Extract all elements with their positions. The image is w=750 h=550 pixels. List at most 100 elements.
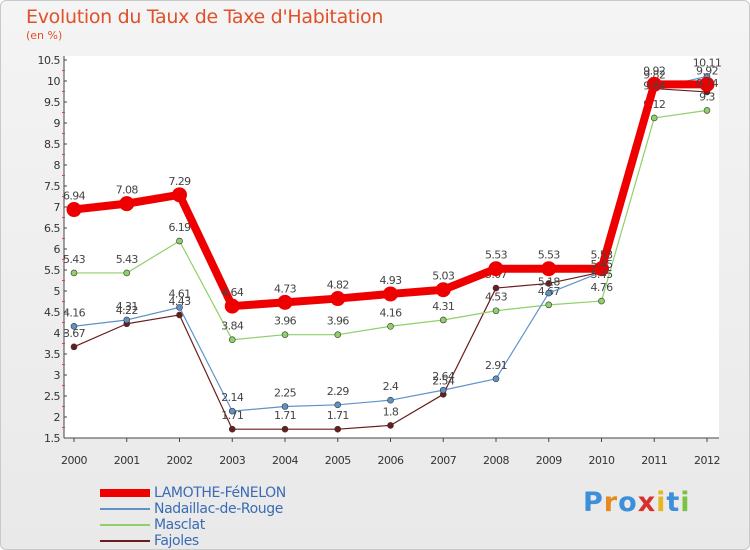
- data-label: 5.18: [538, 275, 561, 288]
- data-label: 7.29: [168, 175, 191, 188]
- data-label: 1.71: [327, 409, 349, 422]
- data-label: 4.73: [274, 282, 297, 295]
- data-point: [650, 114, 658, 122]
- data-label: 4.64: [221, 286, 244, 299]
- data-label: 5.53: [485, 249, 508, 262]
- data-point: [699, 76, 715, 92]
- data-label: 4.93: [379, 274, 402, 287]
- data-point: [488, 261, 504, 277]
- data-point: [228, 407, 236, 415]
- data-label: 2.64: [432, 370, 455, 383]
- data-label: 4.31: [432, 300, 454, 313]
- data-label: 6.94: [63, 190, 86, 203]
- data-label: 3.96: [274, 315, 297, 328]
- data-point: [224, 298, 240, 314]
- logo-letter: r: [603, 487, 619, 518]
- y-tick-label: 3: [54, 369, 61, 382]
- data-label: 4.16: [63, 306, 86, 319]
- x-tick-label: 2005: [325, 454, 351, 467]
- data-label: 1.71: [221, 409, 243, 422]
- y-tick-label: 8: [54, 159, 61, 172]
- y-tick-label: 4.5: [44, 306, 60, 319]
- data-point: [123, 316, 131, 324]
- data-point: [439, 386, 447, 394]
- y-tick-label: 9: [54, 117, 61, 130]
- data-point: [541, 261, 557, 277]
- data-point: [281, 425, 289, 433]
- data-point: [330, 291, 346, 307]
- data-label: 10.11: [693, 56, 722, 69]
- y-tick-label: 10: [47, 75, 60, 88]
- y-tick-label: 6.5: [44, 222, 60, 235]
- data-label: 9.84: [643, 80, 666, 93]
- x-tick-label: 2004: [272, 454, 298, 467]
- data-label: 5.53: [590, 249, 613, 262]
- data-point: [492, 284, 500, 292]
- data-point: [435, 282, 451, 298]
- logo-letter: i: [656, 487, 667, 518]
- data-label: 2.4: [383, 380, 399, 393]
- data-label: 3.84: [221, 320, 244, 333]
- y-tick-label: 3.5: [44, 348, 60, 361]
- data-point: [70, 322, 78, 330]
- data-point: [387, 422, 394, 429]
- data-point: [492, 375, 500, 383]
- y-tick-label: 7: [54, 201, 61, 214]
- data-point: [545, 289, 553, 297]
- legend-label: LAMOTHE-FéNELON: [154, 485, 286, 501]
- data-label: 2.14: [221, 391, 244, 404]
- legend-item: Nadaillac-de-Rouge: [100, 501, 286, 517]
- data-point: [334, 425, 342, 433]
- x-tick-label: 2001: [114, 454, 140, 467]
- x-tick-label: 2007: [430, 454, 456, 467]
- data-label: 9.82: [643, 69, 665, 82]
- data-label: 7.08: [116, 184, 139, 197]
- legend-item: Masclat: [100, 517, 286, 533]
- data-label: 4.22: [116, 304, 138, 317]
- data-label: 9.92: [643, 64, 665, 77]
- data-point: [70, 269, 78, 277]
- legend-label: Nadaillac-de-Rouge: [154, 501, 283, 517]
- data-label: 4.61: [168, 287, 190, 300]
- data-label: 4.16: [379, 306, 402, 319]
- logo-letter: P: [583, 487, 604, 518]
- y-tick-label: 9.5: [44, 96, 60, 109]
- data-point: [123, 269, 131, 277]
- data-label: 2.25: [274, 387, 297, 400]
- data-label: 5.45: [590, 258, 613, 271]
- logo-letter: o: [618, 487, 638, 518]
- legend-swatch: [100, 489, 150, 497]
- x-tick-label: 2003: [219, 454, 245, 467]
- data-point: [598, 297, 605, 305]
- y-tick-label: 5: [54, 285, 61, 298]
- data-label: 2.29: [327, 385, 350, 398]
- data-point: [277, 294, 293, 310]
- y-tick-label: 8.5: [44, 138, 60, 151]
- legend-item: LAMOTHE-FéNELON: [100, 485, 286, 501]
- legend: LAMOTHE-FéNELON Nadaillac-de-Rouge Masclat…: [100, 485, 286, 549]
- legend-item: Fajoles: [100, 533, 286, 549]
- data-label: 5.45: [590, 268, 613, 281]
- legend-label: Fajoles: [154, 533, 199, 549]
- data-label: 1.8: [383, 405, 399, 418]
- y-tick-label: 6: [54, 243, 61, 256]
- y-tick-label: 4: [54, 327, 61, 340]
- legend-swatch: [100, 508, 150, 510]
- x-tick-label: 2006: [378, 454, 404, 467]
- proxiti-logo: Proxiti: [583, 487, 691, 518]
- data-label: 5.43: [116, 253, 139, 266]
- y-tick-label: 7.5: [44, 180, 60, 193]
- x-tick-label: 2000: [61, 454, 87, 467]
- data-point: [228, 425, 236, 433]
- data-label: 4.43: [168, 295, 191, 308]
- data-point: [703, 107, 711, 114]
- data-label: 2.54: [432, 374, 455, 387]
- data-point: [387, 322, 394, 330]
- data-label: 3.96: [327, 315, 350, 328]
- x-tick-label: 2002: [167, 454, 193, 467]
- x-tick-label: 2009: [536, 454, 562, 467]
- data-label: 4.82: [327, 279, 349, 292]
- data-label: 2.91: [485, 359, 507, 372]
- y-tick-label: 10.5: [38, 54, 61, 67]
